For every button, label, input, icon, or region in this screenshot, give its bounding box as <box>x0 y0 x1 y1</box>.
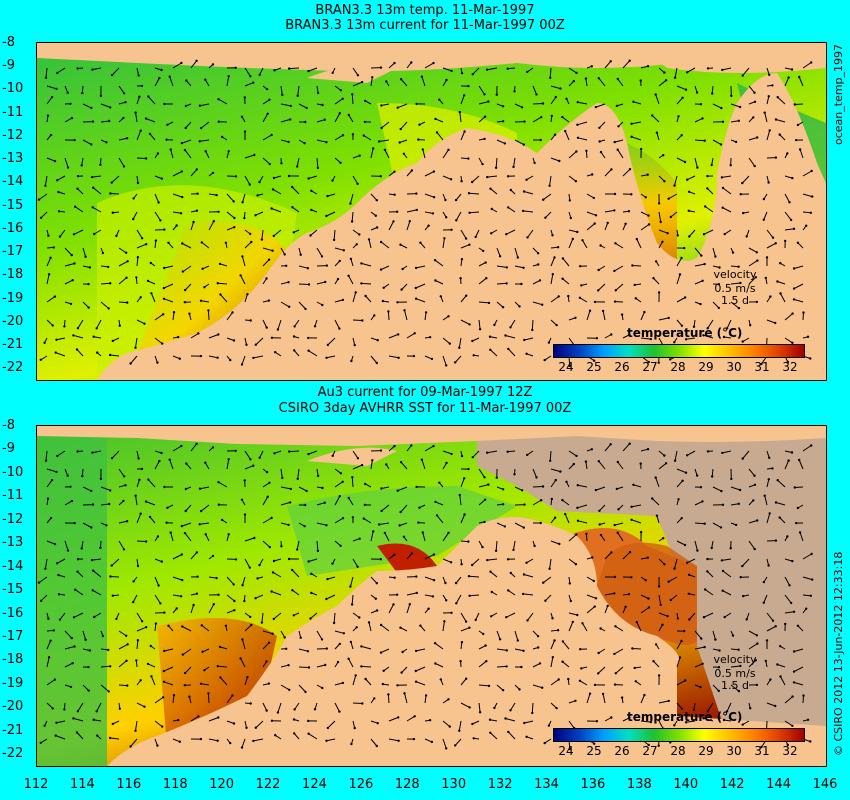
lat-tick-label: -12 <box>2 127 24 143</box>
lat-tick-label: -8 <box>2 418 15 433</box>
lat-tick-label: -8 <box>2 35 15 50</box>
colorbar-tick-label: 29 <box>698 744 714 758</box>
lon-tick-label: 134 <box>534 777 559 792</box>
lat-tick-label: -21 <box>2 337 24 353</box>
lat-tick-label: -20 <box>2 313 24 329</box>
colorbar-title: temperature (°C) <box>627 710 743 724</box>
side-label-top: ocean_temp_1997 <box>832 43 845 145</box>
lat-tick-label: -17 <box>2 629 24 645</box>
lon-tick-label: 120 <box>209 777 235 792</box>
lon-tick-label: 124 <box>302 777 327 792</box>
velocity-label: velocity <box>713 268 757 281</box>
lon-tick-label: 116 <box>116 777 142 792</box>
lon-tick-label: 126 <box>348 777 374 792</box>
colorbar-tick-label: 31 <box>754 360 770 374</box>
current-vectors <box>37 59 814 368</box>
lon-tick-label: 146 <box>812 777 838 792</box>
lon-tick-label: 136 <box>580 777 606 792</box>
lat-tick-label: -17 <box>2 244 24 260</box>
colorbar-tick-label: 30 <box>726 744 742 758</box>
lat-tick-label: -22 <box>2 746 24 762</box>
bottom-title-line1: Au3 current for 09-Mar-1997 12Z <box>317 385 533 400</box>
lat-tick-label: -19 <box>2 290 24 306</box>
lon-tick-label: 118 <box>162 777 188 792</box>
island-chain <box>37 426 826 446</box>
colorbar-tick-label: 24 <box>558 360 574 374</box>
lat-tick-label: -15 <box>2 197 24 213</box>
australia-land <box>97 73 826 380</box>
lon-tick-label: 142 <box>719 777 745 792</box>
lon-tick-label: 114 <box>69 777 95 792</box>
lon-tick-label: 130 <box>441 777 467 792</box>
colorbar-tick-label: 28 <box>670 744 686 758</box>
colorbar-title: temperature (°C) <box>627 326 743 340</box>
lat-tick-label: -10 <box>2 81 24 97</box>
top-title-line2: BRAN3.3 13m current for 11-Mar-1997 00Z <box>285 18 565 33</box>
colorbar-tick-label: 28 <box>670 360 686 374</box>
colorbar-tick-label: 25 <box>586 360 602 374</box>
current-vectors <box>37 442 814 751</box>
lon-tick-label: 140 <box>673 777 699 792</box>
lat-tick-label: -9 <box>2 441 15 457</box>
colorbar-tick-label: 30 <box>726 360 742 374</box>
lon-tick-label: 128 <box>394 777 420 792</box>
bottom-title-line2: CSIRO 3day AVHRR SST for 11-Mar-1997 00Z <box>278 401 572 416</box>
velocity-time: 1.5 d <box>721 679 749 692</box>
colorbar-tick-label: 26 <box>614 360 630 374</box>
no-data-area <box>477 426 826 766</box>
lat-tick-label: -11 <box>2 104 24 120</box>
lat-tick-label: -18 <box>2 652 24 668</box>
lat-tick-label: -14 <box>2 174 24 190</box>
top-map-svg <box>37 43 826 380</box>
lat-tick-label: -10 <box>2 464 24 480</box>
island-chain <box>37 43 826 72</box>
lon-tick-label: 138 <box>626 777 652 792</box>
velocity-label: velocity <box>713 653 757 666</box>
lat-tick-label: -19 <box>2 675 24 691</box>
lat-tick-label: -15 <box>2 582 24 598</box>
lon-tick-label: 144 <box>766 777 791 792</box>
lat-tick-label: -13 <box>2 151 24 167</box>
colorbar-tick-label: 24 <box>558 744 574 758</box>
lat-tick-label: -21 <box>2 722 24 738</box>
lon-tick-label: 132 <box>487 777 513 792</box>
colorbar-tick-label: 32 <box>782 744 798 758</box>
side-label-bottom: © CSIRO 2012 13-Jun-2012 12:33:18 <box>832 551 845 756</box>
velocity-value: 0.5 m/s <box>714 667 756 680</box>
lat-tick-label: -18 <box>2 267 24 283</box>
lat-tick-label: -14 <box>2 558 24 574</box>
lon-tick-label: 112 <box>23 777 49 792</box>
colorbar-tick-label: 32 <box>782 360 798 374</box>
lat-tick-label: -16 <box>2 220 24 236</box>
top-map-panel: velocity 0.5 m/s 1.5 d temperature (°C) … <box>36 42 827 381</box>
lat-tick-label: -13 <box>2 535 24 551</box>
colorbar-tick-label: 26 <box>614 744 630 758</box>
colorbar-tick-label: 25 <box>586 744 602 758</box>
lat-tick-label: -22 <box>2 360 24 376</box>
velocity-value: 0.5 m/s <box>714 282 756 295</box>
colorbar <box>553 344 805 358</box>
lat-tick-label: -11 <box>2 488 24 504</box>
velocity-time: 1.5 d <box>721 294 749 307</box>
lat-tick-label: -12 <box>2 511 24 527</box>
lat-tick-label: -16 <box>2 605 24 621</box>
bottom-map-svg <box>37 426 826 766</box>
colorbar-tick-label: 31 <box>754 744 770 758</box>
australia-land <box>107 517 826 766</box>
lat-tick-label: -20 <box>2 699 24 715</box>
lat-tick-label: -9 <box>2 58 15 74</box>
colorbar-tick-label: 29 <box>698 360 714 374</box>
bottom-map-panel: velocity 0.5 m/s 1.5 d temperature (°C) … <box>36 425 827 767</box>
colorbar <box>553 728 805 742</box>
top-title-line1: BRAN3.3 13m temp. 11-Mar-1997 <box>315 3 535 18</box>
lon-tick-label: 122 <box>255 777 281 792</box>
colorbar-tick-label: 27 <box>642 744 658 758</box>
colorbar-tick-label: 27 <box>642 360 658 374</box>
